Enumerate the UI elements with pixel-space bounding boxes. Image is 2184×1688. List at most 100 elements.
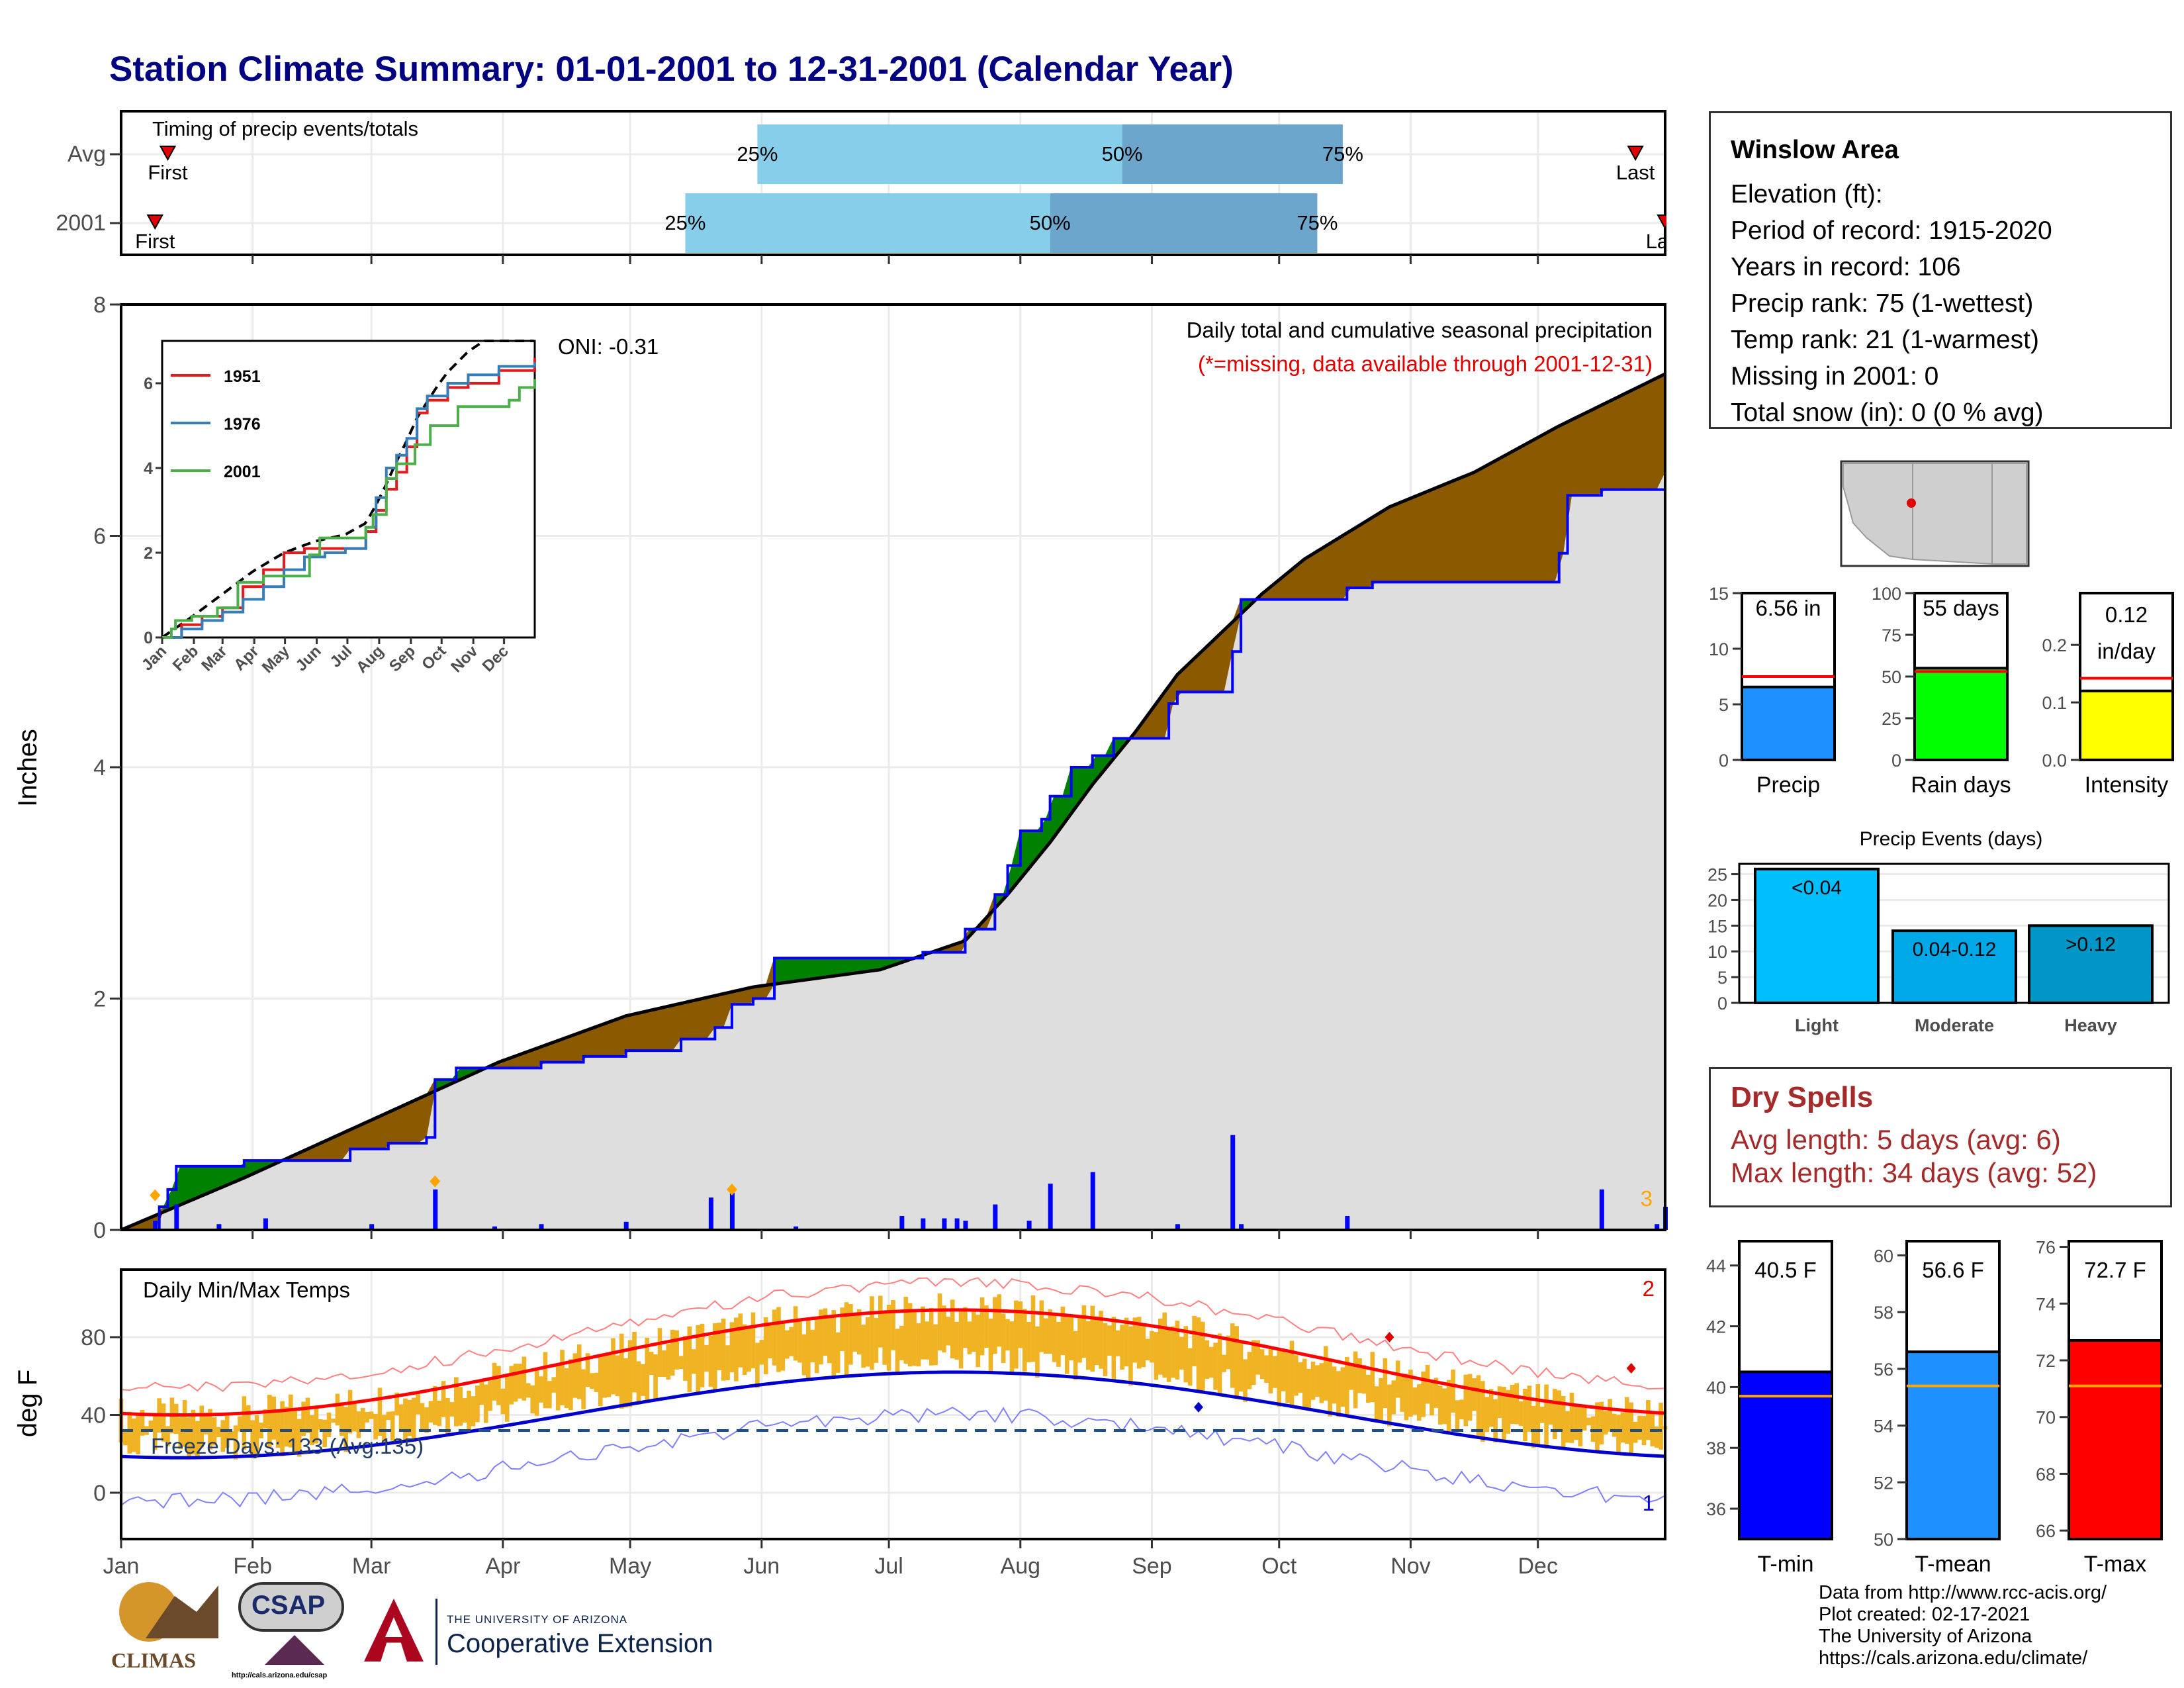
daily-temp-bar xyxy=(1251,1340,1256,1385)
dry-spells-avg: Avg length: 5 days (avg: 6) xyxy=(1731,1124,2061,1155)
daily-temp-bar xyxy=(1539,1406,1545,1423)
daily-temp-bar xyxy=(776,1307,781,1372)
daily-temp-bar xyxy=(1099,1311,1103,1369)
daily-temp-range-bars xyxy=(118,1293,1668,1460)
daily-temp-bar xyxy=(411,1397,416,1442)
daily-temp-bar xyxy=(1641,1416,1647,1446)
daily-temp-bar xyxy=(1048,1309,1052,1354)
month-label: Feb xyxy=(233,1554,272,1579)
daily-temp-bar xyxy=(246,1405,251,1432)
mini-bar-y-label: 0.1 xyxy=(2042,693,2067,713)
daily-temp-bar xyxy=(1476,1375,1481,1438)
daily-temp-bar xyxy=(555,1364,561,1411)
temp-corner-bottom: 1 xyxy=(1643,1491,1655,1515)
daily-precip-bar xyxy=(539,1224,544,1230)
daily-temp-bar xyxy=(229,1431,234,1439)
daily-temp-bar xyxy=(216,1427,221,1438)
daily-temp-bar xyxy=(729,1322,735,1373)
daily-temp-bar xyxy=(717,1323,722,1370)
daily-temp-bar xyxy=(806,1318,811,1379)
ua-small-text: THE UNIVERSITY OF ARIZONA xyxy=(447,1613,628,1626)
daily-temp-bar xyxy=(1022,1309,1027,1372)
daily-temp-bar xyxy=(751,1312,756,1368)
daily-temp-bar xyxy=(492,1362,497,1401)
daily-temp-bar xyxy=(1595,1402,1600,1453)
daily-temp-bar xyxy=(1103,1323,1108,1376)
daily-temp-bar xyxy=(1009,1321,1015,1374)
daily-temp-bar xyxy=(518,1364,522,1399)
daily-temp-bar xyxy=(738,1313,743,1368)
daily-temp-bar xyxy=(1064,1316,1069,1374)
daily-temp-bar xyxy=(772,1309,777,1366)
daily-temp-bar xyxy=(649,1351,654,1375)
daily-temp-bar xyxy=(623,1358,629,1408)
station-period: Period of record: 1915-2020 xyxy=(1731,216,2052,245)
average-high-line xyxy=(120,1308,1666,1417)
daily-temp-bar xyxy=(1590,1416,1596,1442)
daily-precip-bar xyxy=(942,1218,947,1230)
daily-temp-bar xyxy=(1035,1326,1040,1378)
daily-temp-bar xyxy=(933,1324,938,1366)
daily-temp-bar xyxy=(1603,1411,1608,1434)
daily-temp-bar xyxy=(1395,1360,1400,1398)
daily-temp-bar xyxy=(449,1402,455,1417)
oni-label: ONI: -0.31 xyxy=(558,334,659,359)
temp-record-marker xyxy=(1626,1363,1636,1374)
daily-temp-bar xyxy=(1285,1352,1290,1403)
daily-temp-bar xyxy=(1582,1404,1587,1431)
daily-temp-bar xyxy=(1090,1305,1095,1372)
daily-temp-bar xyxy=(967,1321,972,1354)
daily-temp-bar xyxy=(1234,1326,1239,1399)
inset-x-label: Sep xyxy=(386,642,419,675)
daily-temp-bar xyxy=(1039,1300,1044,1352)
daily-temp-bar xyxy=(1557,1390,1562,1432)
timing-label-75: 75% xyxy=(1297,211,1338,234)
average-low-line xyxy=(120,1370,1666,1460)
daily-temp-bar xyxy=(670,1329,675,1376)
inset-x-label: Nov xyxy=(447,642,482,677)
daily-temp-bar xyxy=(569,1359,573,1411)
station-snow: Total snow (in): 0 (0 % avg) xyxy=(1731,399,2044,427)
daily-temp-bar xyxy=(1480,1381,1485,1442)
mini-bar-y-label: 25 xyxy=(1882,709,1901,729)
daily-temp-bar xyxy=(1586,1417,1591,1426)
daily-temp-bar xyxy=(127,1411,132,1454)
daily-temp-bar xyxy=(1442,1388,1447,1425)
daily-temp-bar xyxy=(1077,1317,1082,1363)
station-years: Years in record: 106 xyxy=(1731,253,1961,281)
daily-temp-bar xyxy=(784,1330,790,1359)
timing-bar-q25-q50 xyxy=(685,193,1050,253)
mini-bar-y-label: 50 xyxy=(1882,667,1901,687)
precip-base-area xyxy=(121,472,1665,1231)
mini-bar-value: 55 days xyxy=(1923,596,1999,620)
daily-temp-bar xyxy=(780,1321,786,1371)
events-y-label: 0 xyxy=(1717,994,1727,1013)
daily-temp-bar xyxy=(848,1303,853,1365)
daily-temp-bar xyxy=(1366,1374,1371,1403)
daily-temp-bar xyxy=(946,1317,951,1346)
temp-bar-y-label: 60 xyxy=(1874,1246,1893,1266)
daily-temp-bar xyxy=(377,1387,383,1436)
daily-temp-bar xyxy=(1574,1407,1578,1440)
station-temp-rank: Temp rank: 21 (1-warmest) xyxy=(1731,326,2039,354)
temp-bar-y-label: 66 xyxy=(2036,1521,2056,1541)
daily-temp-bar xyxy=(835,1332,841,1373)
daily-temp-bar xyxy=(152,1413,158,1450)
daily-precip-bar xyxy=(963,1221,968,1230)
daily-temp-bar xyxy=(912,1312,917,1366)
daily-temp-bar xyxy=(564,1368,569,1408)
map-new-mexico xyxy=(1912,463,1993,565)
daily-temp-bar xyxy=(136,1415,140,1454)
mini-bar-label: Rain days xyxy=(1911,773,2011,798)
timing-last-label: Last xyxy=(1616,161,1655,184)
daily-temp-bar xyxy=(504,1374,510,1422)
daily-temp-bar xyxy=(882,1313,887,1365)
temp-panel-frame xyxy=(120,1268,1666,1540)
daily-temp-bar xyxy=(1425,1364,1430,1404)
temp-bar-y-label: 52 xyxy=(1874,1473,1893,1493)
daily-temp-bar xyxy=(1569,1392,1574,1443)
daily-temp-bar xyxy=(976,1315,980,1368)
daily-precip-bar xyxy=(1048,1184,1053,1230)
daily-temp-bar xyxy=(479,1381,484,1405)
daily-temp-bar xyxy=(1213,1342,1218,1390)
